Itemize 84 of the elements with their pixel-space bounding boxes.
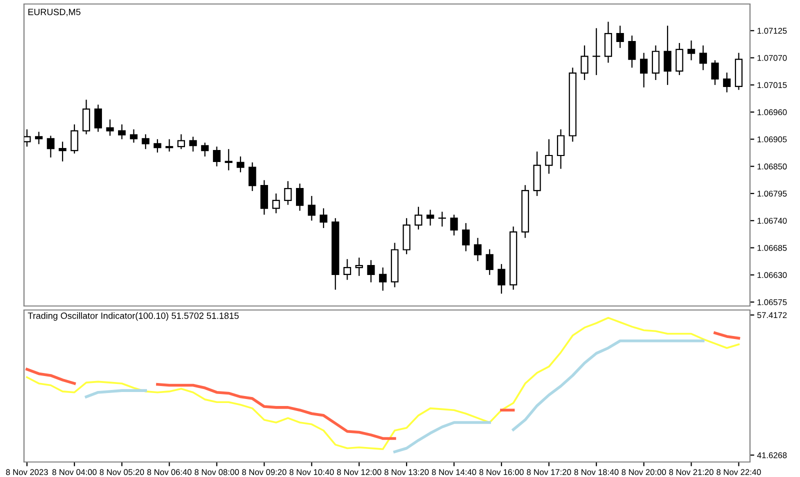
x-tick-label: 8 Nov 12:00 xyxy=(337,469,382,476)
x-tick-label: 8 Nov 10:40 xyxy=(290,469,334,476)
chart-title: Trading Oscillator Indicator(100.10) 51.5702 51.1815 xyxy=(28,312,239,321)
candlestick xyxy=(379,266,387,292)
chart-title: EURUSD,M5 xyxy=(28,8,80,16)
y-tick-label: 1.06685 xyxy=(758,244,787,251)
candlestick xyxy=(628,35,636,68)
candlestick xyxy=(177,134,185,150)
candlestick xyxy=(474,237,482,262)
candlestick xyxy=(82,99,90,135)
candlestick xyxy=(592,28,600,76)
x-tick-label: 8 Nov 09:20 xyxy=(242,469,286,476)
y-tick-label: 1.07070 xyxy=(758,54,787,61)
candlestick xyxy=(450,214,458,236)
candlestick xyxy=(212,146,221,167)
candlestick xyxy=(438,211,446,228)
x-tick-label: 8 Nov 13:20 xyxy=(384,469,429,476)
candlestick xyxy=(426,209,434,226)
candlestick xyxy=(556,128,565,170)
y-tick-label: 1.07015 xyxy=(758,82,787,88)
candlestick xyxy=(58,141,66,162)
y-tick-label: 1.07125 xyxy=(758,28,787,34)
x-tick-label: 8 Nov 04:00 xyxy=(52,469,97,476)
candlestick xyxy=(166,138,174,152)
y-tick-label: 1.06740 xyxy=(758,218,787,224)
x-tick-label: 8 Nov 17:20 xyxy=(526,469,572,476)
candlestick xyxy=(284,180,292,206)
y-tick-label: 1.06630 xyxy=(758,272,787,278)
y-tick-label: 1.06575 xyxy=(758,299,787,306)
candlestick xyxy=(130,128,138,144)
candlestick xyxy=(640,52,648,88)
candlestick xyxy=(652,44,660,81)
y-tick-label: 1.06960 xyxy=(758,109,787,116)
candlestick xyxy=(142,134,150,150)
candlestick xyxy=(106,118,114,136)
candlestick xyxy=(24,128,31,148)
candlestick xyxy=(236,156,244,173)
candlestick xyxy=(355,257,363,276)
x-tick-label: 8 Nov 21:20 xyxy=(669,469,714,476)
y-tick-label: 57.4172 xyxy=(757,312,787,318)
candlestick xyxy=(308,195,316,222)
candlestick xyxy=(154,138,162,154)
candlestick xyxy=(70,124,78,154)
candlestick xyxy=(604,21,612,64)
candlestick xyxy=(296,183,304,212)
candlestick xyxy=(414,206,422,230)
x-tick-label: 8 Nov 2023 xyxy=(6,469,48,476)
candlestick xyxy=(545,138,553,174)
x-tick-label: 8 Nov 14:40 xyxy=(432,469,476,476)
candlestick xyxy=(676,42,684,76)
x-tick-label: 8 Nov 18:40 xyxy=(574,469,619,476)
candlestick xyxy=(699,44,707,71)
x-tick-label: 8 Nov 08:00 xyxy=(194,469,239,476)
x-tick-label: 8 Nov 06:40 xyxy=(147,469,192,476)
candlestick xyxy=(46,135,55,158)
candlestick xyxy=(320,208,328,229)
candlestick xyxy=(486,248,494,276)
candlestick xyxy=(367,260,375,283)
candlestick xyxy=(224,148,232,171)
candlestick xyxy=(35,131,43,145)
x-tick-label: 8 Nov 05:20 xyxy=(100,469,144,476)
candlestick xyxy=(260,180,268,216)
x-tick-label: 8 Nov 22:40 xyxy=(716,469,761,476)
y-tick-label: 41.6268 xyxy=(757,452,787,458)
x-tick-label: 8 Nov 20:00 xyxy=(622,469,666,476)
y-tick-label: 1.06905 xyxy=(758,136,787,142)
y-tick-label: 1.06850 xyxy=(758,164,787,170)
candlestick xyxy=(189,136,197,152)
candlestick xyxy=(498,264,506,294)
candlestick xyxy=(462,222,470,252)
candlestick xyxy=(580,44,588,81)
y-tick-label: 1.06795 xyxy=(758,190,787,197)
candlestick xyxy=(723,72,731,93)
candlestick xyxy=(94,104,102,132)
candlestick xyxy=(343,258,352,280)
candlestick xyxy=(711,60,719,86)
candlestick xyxy=(201,142,209,158)
candlestick xyxy=(687,40,696,61)
candlestick xyxy=(272,192,280,214)
candlestick xyxy=(616,25,624,48)
candlestick xyxy=(664,25,672,86)
x-tick-label: 8 Nov 16:00 xyxy=(479,469,524,476)
candlestick xyxy=(118,124,126,140)
candlestick xyxy=(248,162,256,192)
